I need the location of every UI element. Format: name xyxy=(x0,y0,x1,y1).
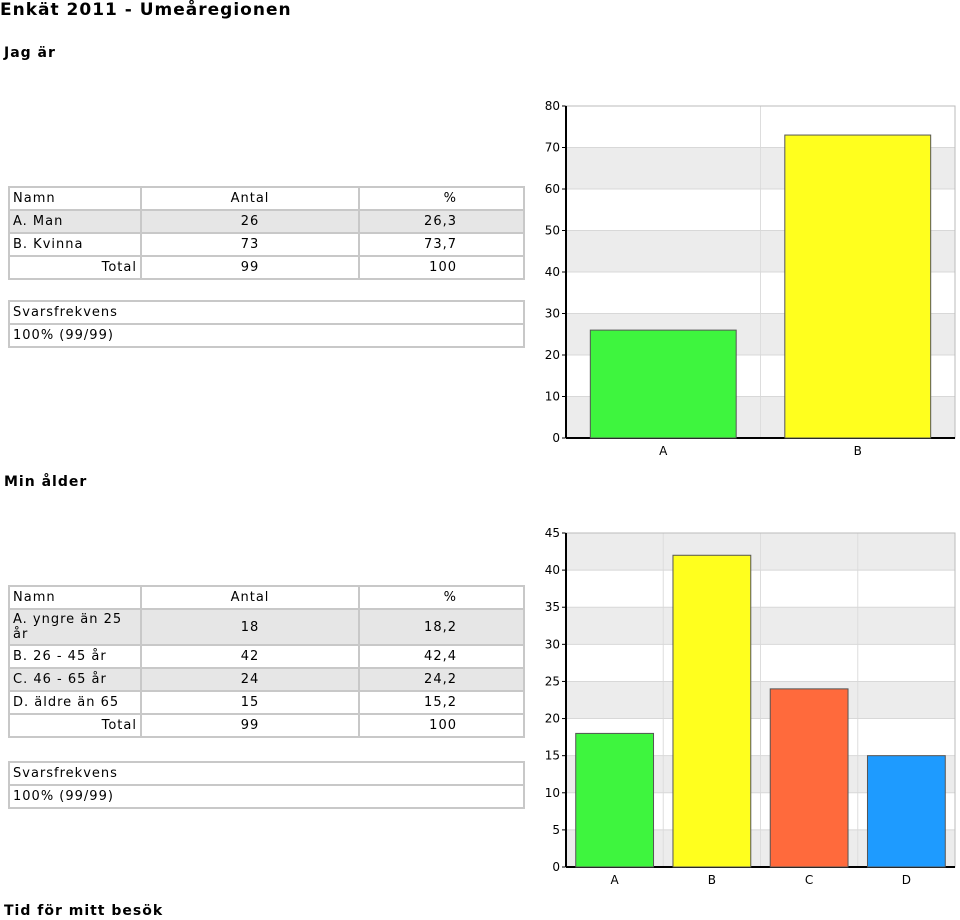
response-value-row: 100% (99/99) xyxy=(8,784,525,809)
bar xyxy=(866,755,946,868)
table-row: A. Man 26 26,3 xyxy=(8,209,525,234)
header-cell: % xyxy=(358,186,525,211)
table-cell: C. 46 - 65 år xyxy=(8,667,142,692)
section-heading: Min ålder xyxy=(4,474,88,490)
grid-band xyxy=(566,829,955,867)
grid-band xyxy=(566,230,955,272)
table-row: B. 26 - 45 år 42 42,4 xyxy=(8,644,525,669)
total-cell: 100 xyxy=(358,713,525,738)
x-tick-label: A xyxy=(659,444,668,458)
x-tick-label: B xyxy=(854,444,862,458)
response-header: Svarsfrekvens xyxy=(8,300,525,325)
y-tick-label: 10 xyxy=(545,390,560,404)
grid-band xyxy=(566,607,955,645)
total-row: Total 99 100 xyxy=(8,255,525,280)
total-cell: 100 xyxy=(358,255,525,280)
response-header-row: Svarsfrekvens xyxy=(8,761,525,786)
response-header: Svarsfrekvens xyxy=(8,761,525,786)
response-header-row: Svarsfrekvens xyxy=(8,300,525,325)
x-tick-label: A xyxy=(611,873,620,887)
total-cell: 99 xyxy=(140,255,360,280)
section-heading: Tid för mitt besök xyxy=(4,903,164,919)
response-table: Svarsfrekvens 100% (99/99) xyxy=(8,300,525,348)
grid-band xyxy=(566,533,955,571)
response-value: 100% (99/99) xyxy=(8,784,525,809)
y-tick-label: 35 xyxy=(545,600,560,614)
response-value-row: 100% (99/99) xyxy=(8,323,525,348)
table-row: A. yngre än 25 år 18 18,2 xyxy=(8,608,525,646)
table-row: C. 46 - 65 år 24 24,2 xyxy=(8,667,525,692)
y-tick-label: 45 xyxy=(545,526,560,540)
grid-band xyxy=(566,396,955,438)
table-cell: 15,2 xyxy=(358,690,525,715)
table-cell: 73,7 xyxy=(358,232,525,257)
y-tick-label: 30 xyxy=(545,637,560,651)
bar xyxy=(784,134,932,439)
bar xyxy=(672,554,752,868)
header-row: Namn Antal% xyxy=(8,186,525,211)
total-cell: Total xyxy=(8,713,142,738)
bar xyxy=(589,329,737,439)
table-cell: 18,2 xyxy=(358,608,525,646)
header-row: Namn Antal% xyxy=(8,585,525,610)
table-cell: 26 xyxy=(140,209,360,234)
y-tick-label: 40 xyxy=(545,563,560,577)
y-tick-label: 40 xyxy=(545,265,560,279)
y-tick-label: 50 xyxy=(545,224,560,238)
grid-band xyxy=(566,681,955,719)
table-cell: D. äldre än 65 xyxy=(8,690,142,715)
bar xyxy=(575,732,655,868)
total-cell: Total xyxy=(8,255,142,280)
y-tick-label: 10 xyxy=(545,786,560,800)
header-cell: % xyxy=(358,585,525,610)
table-cell: A. yngre än 25 år xyxy=(8,608,142,646)
page-title: Enkät 2011 - Umeåregionen xyxy=(0,0,292,20)
grid-band xyxy=(566,755,955,793)
table-cell: B. 26 - 45 år xyxy=(8,644,142,669)
y-tick-label: 20 xyxy=(545,712,560,726)
y-tick-label: 70 xyxy=(545,141,560,155)
y-tick-label: 60 xyxy=(545,182,560,196)
y-tick-label: 0 xyxy=(552,860,560,874)
x-tick-label: B xyxy=(708,873,716,887)
header-cell: Antal xyxy=(140,585,360,610)
grid-band xyxy=(566,147,955,189)
table-row: D. äldre än 65 15 15,2 xyxy=(8,690,525,715)
response-table: Svarsfrekvens 100% (99/99) xyxy=(8,761,525,809)
table-cell: 42,4 xyxy=(358,644,525,669)
bar xyxy=(769,688,849,868)
table-cell: 26,3 xyxy=(358,209,525,234)
y-tick-label: 0 xyxy=(552,431,560,445)
plot-frame xyxy=(565,532,956,868)
table-cell: 73 xyxy=(140,232,360,257)
data-table: Namn Antal% A. yngre än 25 år 18 18,2 B. 26 -… xyxy=(8,585,525,738)
header-cell: Antal xyxy=(140,186,360,211)
response-value: 100% (99/99) xyxy=(8,323,525,348)
y-tick-label: 5 xyxy=(552,823,560,837)
data-table: Namn Antal% A. Man 26 26,3 B. Kvinna 73 73,7 Tot… xyxy=(8,186,525,280)
table-cell: 15 xyxy=(140,690,360,715)
table-row: B. Kvinna 73 73,7 xyxy=(8,232,525,257)
plot-frame xyxy=(565,105,956,439)
total-row: Total 99 100 xyxy=(8,713,525,738)
header-cell: Namn xyxy=(8,585,142,610)
table-cell: B. Kvinna xyxy=(8,232,142,257)
header-cell: Namn xyxy=(8,186,142,211)
section-heading: Jag är xyxy=(4,45,56,61)
y-tick-label: 20 xyxy=(545,348,560,362)
y-tick-label: 30 xyxy=(545,307,560,321)
table-cell: 42 xyxy=(140,644,360,669)
y-tick-label: 80 xyxy=(545,99,560,113)
grid-band xyxy=(566,313,955,355)
x-tick-label: C xyxy=(805,873,813,887)
table-cell: 24,2 xyxy=(358,667,525,692)
y-tick-label: 25 xyxy=(545,674,560,688)
table-cell: 24 xyxy=(140,667,360,692)
x-tick-label: D xyxy=(902,873,911,887)
y-tick-label: 15 xyxy=(545,749,560,763)
table-cell: 18 xyxy=(140,608,360,646)
table-cell: A. Man xyxy=(8,209,142,234)
total-cell: 99 xyxy=(140,713,360,738)
